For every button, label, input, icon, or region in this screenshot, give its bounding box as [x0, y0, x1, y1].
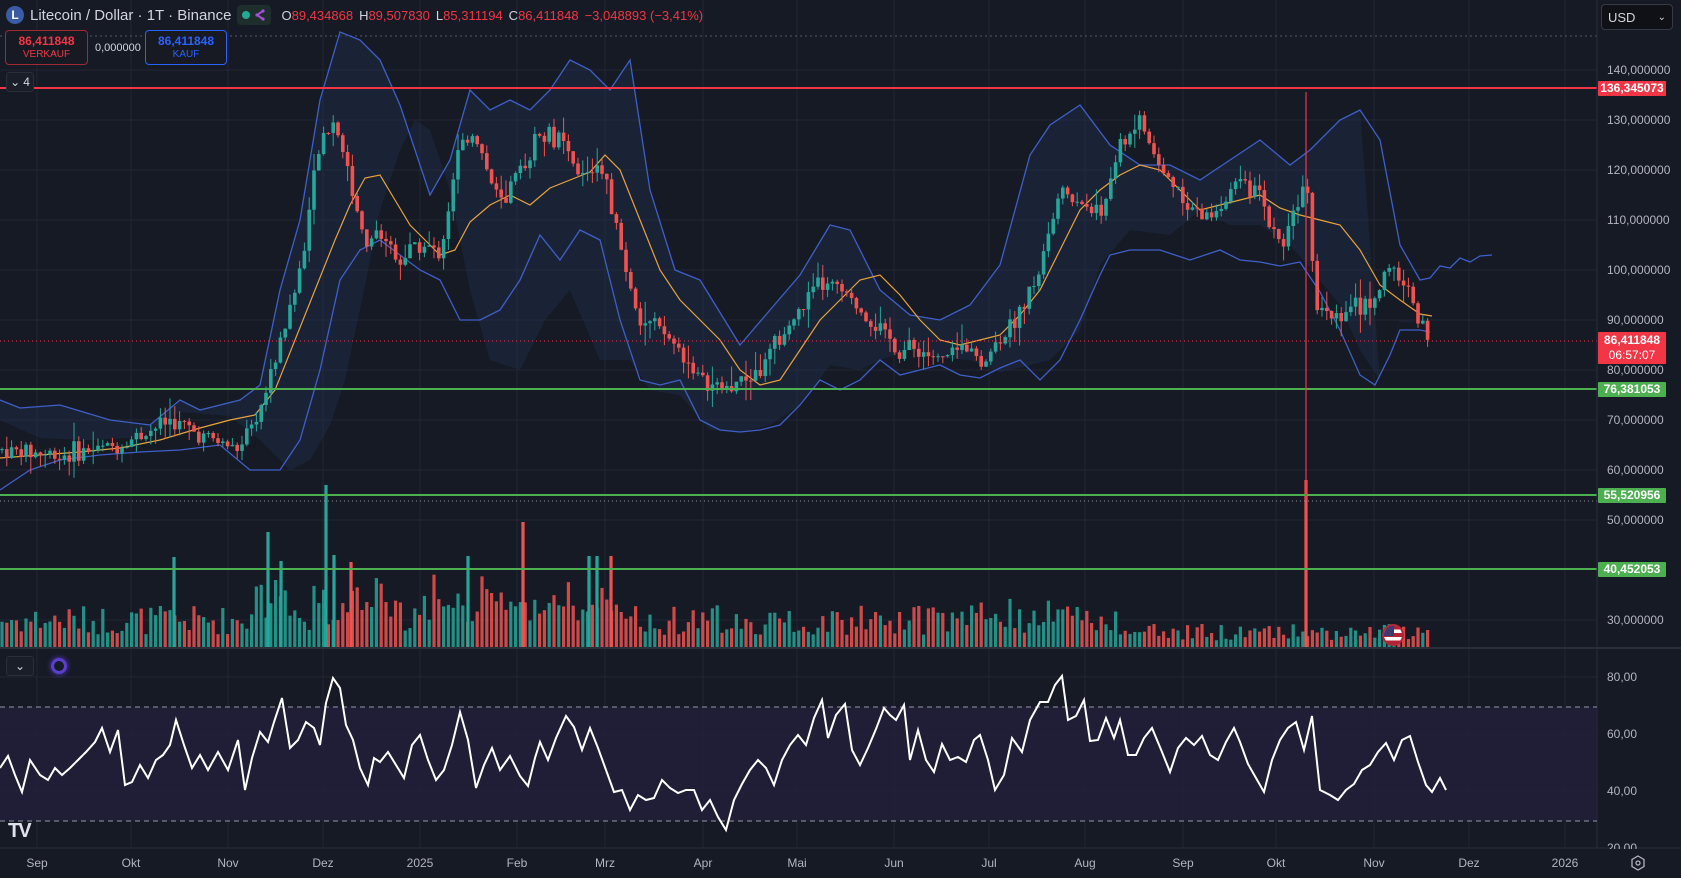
symbol-title[interactable]: Litecoin / Dollar · 1T · Binance: [30, 6, 232, 24]
spread-value: 0,000000: [95, 42, 141, 54]
low-label: L: [435, 7, 444, 23]
current-price: 86,411848: [1603, 333, 1661, 347]
time-label: Okt: [121, 856, 141, 870]
currency-value: USD: [1608, 9, 1636, 25]
candlesticks: [0, 110, 1430, 478]
time-label: Jun: [884, 856, 904, 870]
chevron-down-icon: ⌄: [1657, 11, 1666, 23]
time-label: Mai: [787, 856, 807, 870]
price-label: 50,000000: [1607, 513, 1664, 527]
rsi-label: 60,00: [1607, 727, 1638, 741]
sell-label: VERKAUF: [22, 48, 71, 60]
low-value: 85,311194: [443, 7, 503, 23]
time-label: Dez: [1458, 856, 1480, 870]
rsi-pane-toggle[interactable]: ⌄: [6, 656, 34, 676]
market-status[interactable]: [237, 5, 272, 25]
price-label: 60,000000: [1607, 463, 1664, 477]
share-icon: [255, 9, 266, 21]
support-tag-55[interactable]: 55,520956: [1598, 488, 1666, 503]
price-label: 90,000000: [1607, 313, 1664, 327]
rsi-label: 20,00: [1607, 841, 1638, 849]
price-label: 140,000000: [1607, 63, 1671, 77]
current-price-tag: 86,411848 06:57:07: [1598, 332, 1666, 364]
buy-price: 86,411848: [157, 33, 215, 48]
time-label: Aug: [1074, 856, 1096, 870]
time-label: Mrz: [595, 856, 615, 870]
time-label: Apr: [693, 856, 713, 870]
support-tag-40[interactable]: 40,452053: [1598, 562, 1666, 577]
close-label: C: [508, 7, 519, 23]
settings-icon[interactable]: [1630, 855, 1646, 871]
time-label: 2026: [1551, 856, 1579, 870]
symbol-legend: L Litecoin / Dollar · 1T · Binance O89,4…: [6, 4, 703, 26]
us-flag-event-icon[interactable]: [1382, 624, 1404, 646]
sell-button[interactable]: 86,411848 VERKAUF: [5, 30, 88, 65]
support-tag-76[interactable]: 76,381053: [1598, 382, 1666, 397]
bollinger-bands: [0, 31, 1493, 491]
bar-countdown: 06:57:07: [1608, 348, 1656, 362]
buy-button[interactable]: 86,411848 KAUF: [145, 30, 227, 65]
rsi-band: [0, 707, 1597, 821]
rsi-label: 80,00: [1607, 670, 1638, 684]
indicators-toggle[interactable]: ⌄ 4: [6, 72, 34, 92]
time-label: Okt: [1266, 856, 1286, 870]
time-label: Nov: [217, 856, 239, 870]
close-value: 86,411848: [518, 7, 579, 23]
chevron-down-icon: ⌄: [10, 75, 21, 89]
sell-price: 86,411848: [18, 33, 75, 48]
rsi-indicator-icon[interactable]: [51, 658, 67, 674]
chevron-down-icon: ⌄: [14, 659, 26, 673]
change-value: −3,048893 (−3,41%): [584, 7, 704, 23]
high-label: H: [359, 7, 369, 23]
time-label: 2025: [406, 856, 434, 870]
tradingview-logo[interactable]: TV: [8, 820, 32, 842]
sma-line: [0, 154, 1433, 459]
price-label: 30,000000: [1607, 613, 1664, 627]
price-label: 110,000000: [1607, 213, 1670, 227]
price-label: 120,000000: [1607, 163, 1671, 177]
market-open-dot-icon: [242, 11, 251, 19]
rsi-line: [0, 673, 1447, 833]
rsi-label: 40,00: [1607, 784, 1638, 798]
ohlc-values: O89,434868 H89,507830 L85,311194 C86,411…: [281, 8, 703, 23]
open-label: O: [281, 7, 292, 23]
price-label: 130,000000: [1607, 113, 1671, 127]
litecoin-icon: L: [6, 6, 24, 24]
currency-select[interactable]: USD ⌄: [1601, 4, 1673, 30]
time-label: Nov: [1363, 856, 1385, 870]
time-label: Sep: [1172, 856, 1194, 870]
volume-bars: [0, 480, 1430, 647]
time-label: Dez: [312, 856, 334, 870]
open-value: 89,434868: [291, 7, 354, 23]
resistance-tag[interactable]: 136,345073: [1598, 81, 1666, 96]
high-value: 89,507830: [368, 7, 430, 23]
price-label: 80,000000: [1607, 363, 1664, 377]
time-label: Feb: [506, 856, 528, 870]
buy-label: KAUF: [172, 48, 200, 60]
time-label: Sep: [26, 856, 48, 870]
indicators-count: 4: [23, 75, 30, 89]
time-label: Jul: [981, 856, 997, 870]
price-label: 100,000000: [1607, 263, 1671, 277]
price-label: 70,000000: [1607, 413, 1664, 427]
